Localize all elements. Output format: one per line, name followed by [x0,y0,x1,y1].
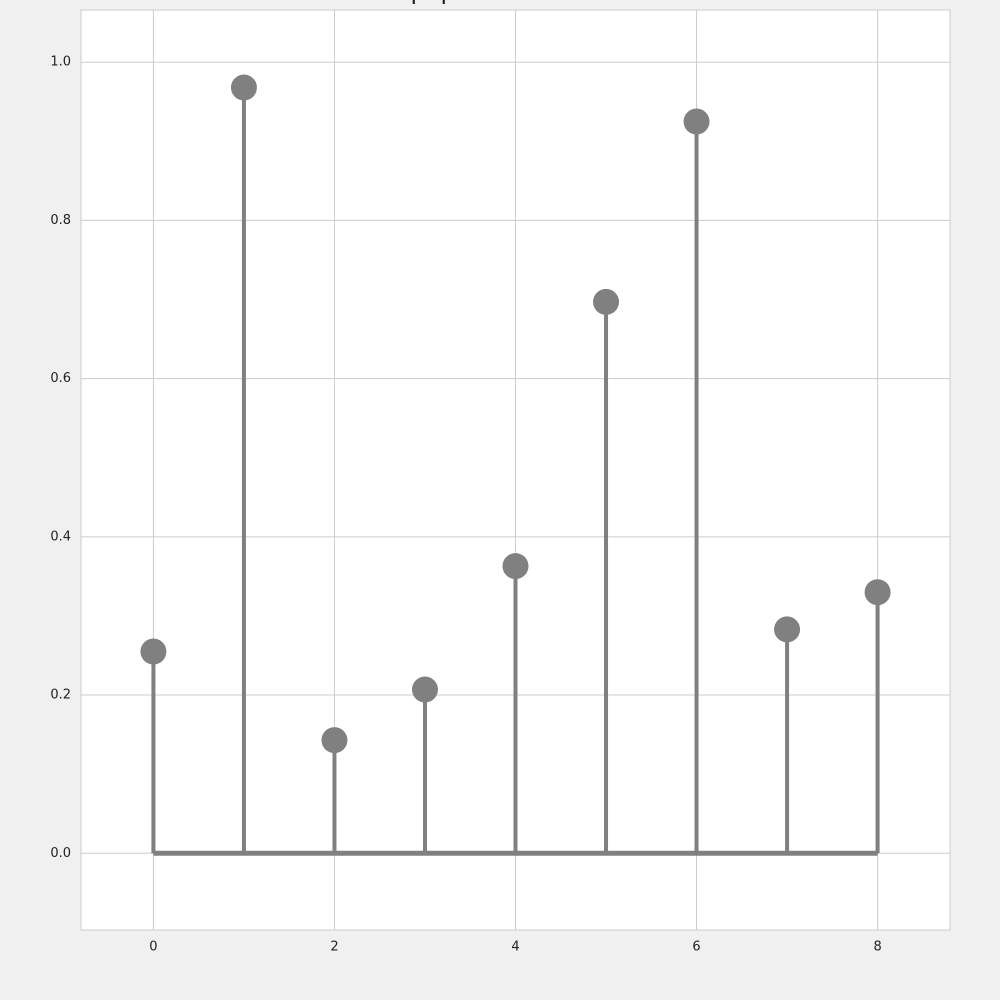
y-tick-label: 1.0 [50,55,71,70]
y-tick-label: 0.8 [50,213,71,228]
lollipop-head [593,288,620,315]
lollipop-head [230,74,257,101]
x-tick-label: 2 [330,940,338,955]
y-tick-label: 0.4 [50,529,71,544]
lollipop-head [140,638,167,665]
x-tick-label: 6 [692,940,700,955]
lollipop-head [683,108,710,135]
y-tick-label: 0.0 [50,846,71,861]
lollipop-head [774,616,801,643]
y-tick-label: 0.2 [50,688,71,703]
lollipop-head [502,553,529,580]
y-tick-label: 0.6 [50,371,71,386]
x-tick-label: 4 [511,940,519,955]
chart-title: Lollipop chart with 9 bars [363,0,667,5]
lollipop-head [411,676,438,703]
x-tick-label: 0 [149,940,157,955]
lollipop-head [864,579,891,606]
x-tick-label: 8 [873,940,881,955]
lollipop-head [321,727,348,754]
